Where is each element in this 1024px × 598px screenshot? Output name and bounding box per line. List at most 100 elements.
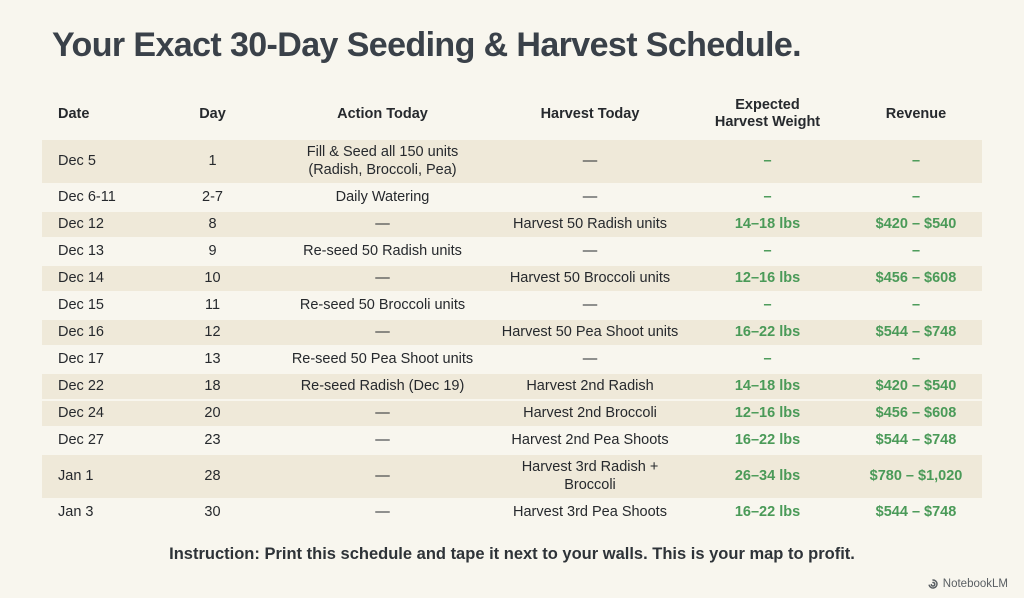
cell-harvest: — <box>582 351 598 368</box>
notebooklm-icon <box>927 578 939 590</box>
cell-revenue: $544 – $748 <box>875 432 957 449</box>
cell-date: Dec 24 <box>58 405 104 422</box>
schedule-slide: Your Exact 30-Day Seeding & Harvest Sche… <box>0 26 1024 598</box>
cell-harvest: Harvest 50 Pea Shoot units <box>501 324 679 341</box>
cell-date: Jan 3 <box>58 504 94 521</box>
cell-revenue: – <box>911 351 921 368</box>
cell-day: 10 <box>204 270 221 287</box>
cell-harvest: — <box>582 243 598 260</box>
cell-day: 11 <box>204 297 221 314</box>
cell-day: 13 <box>204 351 221 368</box>
cell-weight: 14–18 lbs <box>734 378 801 395</box>
cell-day: 9 <box>208 243 217 260</box>
cell-action: — <box>375 432 390 449</box>
cell-action: — <box>375 504 390 521</box>
cell-harvest: — <box>582 189 598 206</box>
table-row: Dec 22 18 Re-seed Radish (Dec 19) Harvest 2… <box>42 373 982 399</box>
cell-action: — <box>375 324 390 341</box>
table-row: Jan 3 30 — Harvest 3rd Pea Shoots 16–22 lbs $… <box>42 500 982 525</box>
table-row: Jan 1 28 — Harvest 3rd Radish + Broccoli 26–… <box>42 454 982 498</box>
column-header-weight: Expected Harvest Weight <box>714 97 821 131</box>
table-row: Dec 6-11 2-7 Daily Watering — – – <box>42 185 982 210</box>
cell-weight: – <box>763 153 772 170</box>
cell-day: 8 <box>208 216 217 233</box>
cell-date: Dec 5 <box>58 153 96 170</box>
cell-weight: – <box>763 297 772 314</box>
table-row: Dec 12 8 — Harvest 50 Radish units 14–18 lbs… <box>42 211 982 237</box>
table-row: Dec 14 10 — Harvest 50 Broccoli units 12–16 … <box>42 265 982 291</box>
cell-date: Dec 22 <box>58 378 104 395</box>
schedule-table: Date Day Action Today Harvest Today Expe… <box>42 91 982 525</box>
column-header-day: Day <box>199 105 226 122</box>
cell-harvest: Harvest 50 Radish units <box>513 216 667 233</box>
cell-harvest: Harvest 2nd Radish <box>526 378 654 395</box>
cell-revenue: $544 – $748 <box>875 324 957 341</box>
table-header-row: Date Day Action Today Harvest Today Expe… <box>42 91 982 140</box>
cell-weight: – <box>763 243 772 260</box>
cell-revenue: $456 – $608 <box>875 405 957 422</box>
cell-action: Re-seed 50 Radish units <box>303 243 462 260</box>
cell-action: Daily Watering <box>335 189 430 206</box>
cell-action: Re-seed 50 Broccoli units <box>299 297 466 314</box>
column-header-action: Action Today <box>337 105 428 122</box>
cell-weight: 16–22 lbs <box>734 432 801 449</box>
cell-day: 20 <box>204 405 221 422</box>
cell-date: Dec 14 <box>58 270 104 287</box>
column-header-revenue: Revenue <box>885 105 947 122</box>
table-row: Dec 16 12 — Harvest 50 Pea Shoot units 16–22… <box>42 319 982 345</box>
cell-weight: 26–34 lbs <box>734 468 801 485</box>
table-row: Dec 5 1 Fill & Seed all 150 units (Radish,… <box>42 139 982 183</box>
cell-day: 2-7 <box>202 189 223 206</box>
cell-date: Dec 13 <box>58 243 104 260</box>
cell-harvest: Harvest 2nd Pea Shoots <box>511 432 669 449</box>
table-row: Dec 24 20 — Harvest 2nd Broccoli 12–16 lbs $4… <box>42 400 982 426</box>
cell-harvest: — <box>582 153 598 170</box>
brand-label: NotebookLM <box>942 578 1008 590</box>
cell-weight: 16–22 lbs <box>734 504 801 521</box>
cell-weight: 14–18 lbs <box>734 216 801 233</box>
cell-day: 30 <box>204 504 221 521</box>
cell-action: Re-seed Radish (Dec 19) <box>300 378 465 395</box>
cell-revenue: – <box>911 243 921 260</box>
cell-date: Dec 17 <box>58 351 104 368</box>
cell-date: Dec 27 <box>58 432 104 449</box>
cell-revenue: $780 – $1,020 <box>869 468 963 485</box>
table-body: Dec 5 1 Fill & Seed all 150 units (Radish,… <box>42 139 982 525</box>
cell-revenue: – <box>911 297 921 314</box>
cell-date: Dec 15 <box>58 297 104 314</box>
table-row: Dec 17 13 Re-seed 50 Pea Shoot units — – – <box>42 347 982 372</box>
column-header-date: Date <box>58 105 90 122</box>
cell-weight: 12–16 lbs <box>734 405 801 422</box>
cell-action: — <box>375 270 390 287</box>
page-title: Your Exact 30-Day Seeding & Harvest Sche… <box>52 26 802 64</box>
cell-revenue: $544 – $748 <box>875 504 957 521</box>
cell-action: — <box>375 216 390 233</box>
cell-action: Re-seed 50 Pea Shoot units <box>291 351 474 368</box>
cell-revenue: $420 – $540 <box>875 216 957 233</box>
cell-revenue: – <box>911 153 921 170</box>
cell-revenue: $420 – $540 <box>875 378 957 395</box>
table-row: Dec 27 23 — Harvest 2nd Pea Shoots 16–22 lbs… <box>42 428 982 453</box>
cell-date: Jan 1 <box>58 468 94 485</box>
instruction-text: Instruction: Print this schedule and tap… <box>169 544 855 563</box>
cell-date: Dec 12 <box>58 216 104 233</box>
cell-day: 1 <box>208 153 217 170</box>
cell-date: Dec 6-11 <box>58 189 116 206</box>
cell-day: 18 <box>204 378 221 395</box>
cell-harvest: Harvest 50 Broccoli units <box>509 270 671 287</box>
cell-day: 28 <box>204 468 221 485</box>
cell-revenue: – <box>911 189 921 206</box>
table-row: Dec 13 9 Re-seed 50 Radish units — – – <box>42 239 982 264</box>
cell-harvest: Harvest 3rd Radish + Broccoli <box>521 458 659 494</box>
cell-day: 23 <box>204 432 221 449</box>
cell-harvest: Harvest 3rd Pea Shoots <box>513 504 667 521</box>
cell-weight: – <box>763 189 772 206</box>
cell-date: Dec 16 <box>58 324 104 341</box>
cell-action: — <box>375 405 390 422</box>
cell-weight: – <box>763 351 772 368</box>
cell-day: 12 <box>204 324 221 341</box>
cell-weight: 16–22 lbs <box>734 324 801 341</box>
cell-harvest: — <box>582 297 598 314</box>
table-row: Dec 15 11 Re-seed 50 Broccoli units — – – <box>42 293 982 318</box>
column-header-harvest: Harvest Today <box>540 105 640 122</box>
